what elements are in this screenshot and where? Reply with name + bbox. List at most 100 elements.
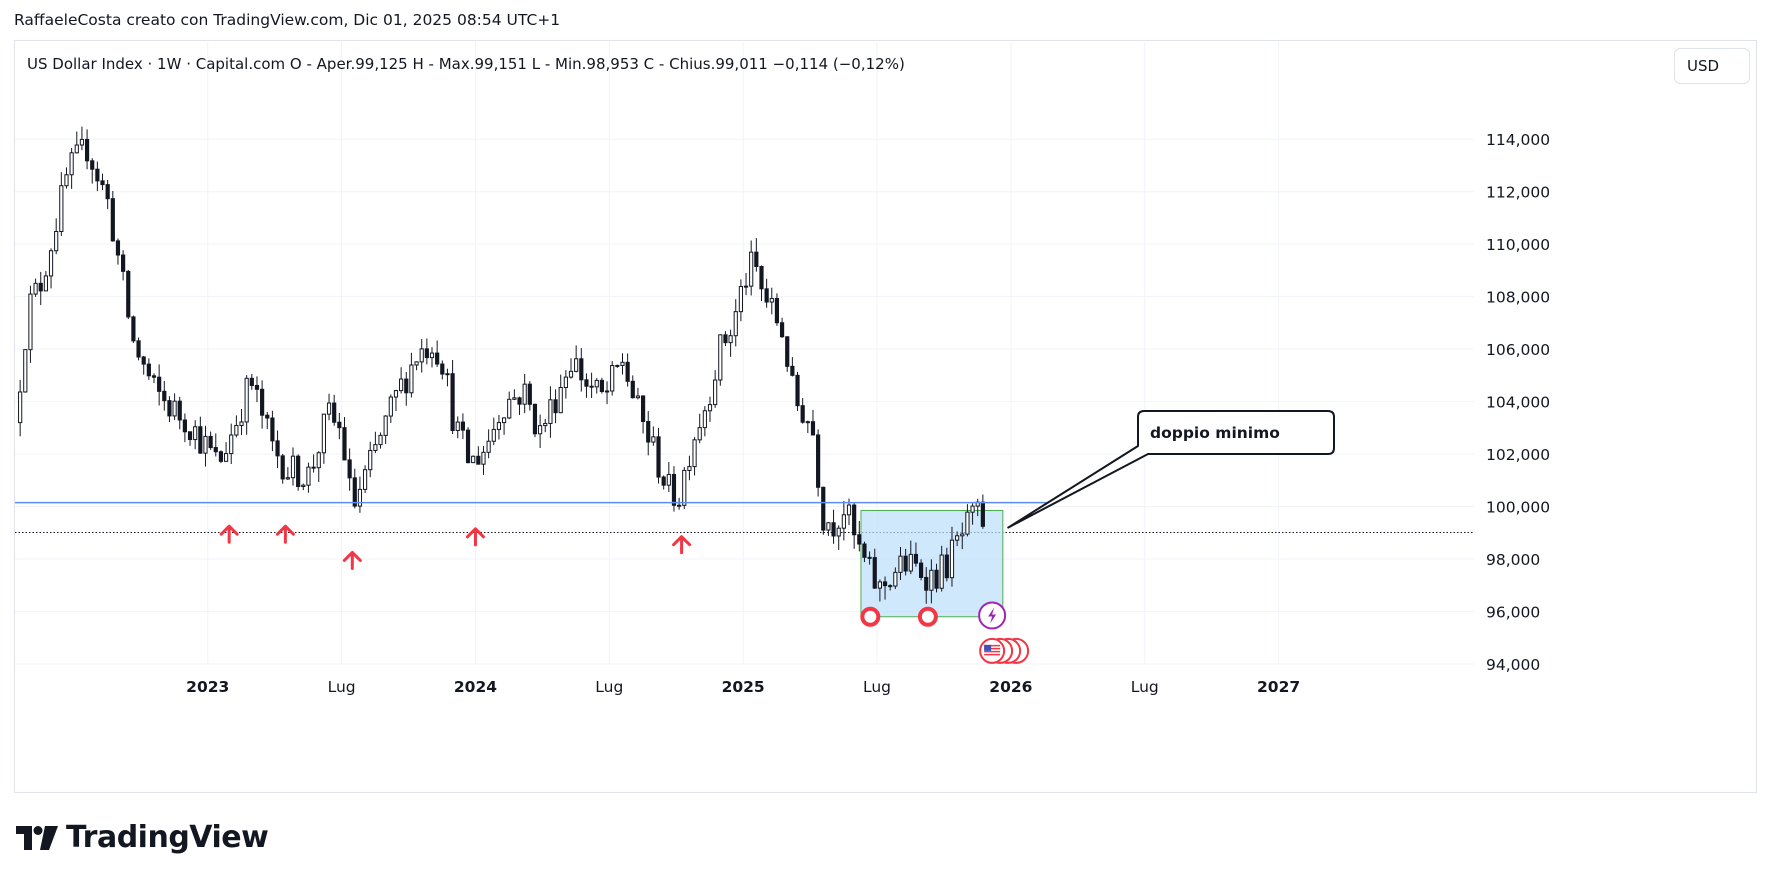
candle-down <box>831 509 836 544</box>
candle-body <box>229 434 234 455</box>
candle-body <box>625 361 630 382</box>
candle-body <box>749 251 754 287</box>
candle-up <box>378 432 383 449</box>
candle-down <box>646 411 651 456</box>
callout-bubble[interactable] <box>1007 410 1335 529</box>
candle-down <box>821 486 826 535</box>
time-axis[interactable]: 2023 Lug 2024 Lug 2025 Lug 2026 Lug 2027 <box>186 678 1300 696</box>
candle-up <box>471 455 476 464</box>
candle-body <box>465 429 471 464</box>
candle-down <box>980 494 985 529</box>
candle-body <box>558 387 563 414</box>
candle-body <box>393 390 399 398</box>
candle-body <box>131 316 136 342</box>
candle-down <box>779 317 785 338</box>
candle-up <box>491 417 496 446</box>
candle-down <box>260 380 265 429</box>
currency-button[interactable]: USD <box>1674 48 1750 84</box>
candle-body <box>455 421 460 431</box>
price-axis[interactable]: 94,000 96,000 98,000 100,000 102,000 104,000 1… <box>1486 131 1550 674</box>
event-markers[interactable] <box>978 601 1030 664</box>
candle-up <box>939 545 944 592</box>
candle-body <box>594 379 599 388</box>
candle-body <box>368 449 373 471</box>
candle-up <box>23 349 28 393</box>
candle-body <box>980 501 985 527</box>
candlestick-series <box>18 126 985 604</box>
candle-body <box>18 391 23 424</box>
candle-body <box>630 380 635 399</box>
candle-up <box>538 414 543 448</box>
candle-up <box>826 522 831 536</box>
candle-body <box>584 379 589 387</box>
candle-body <box>419 348 424 363</box>
candle-up <box>692 436 697 476</box>
candle-up <box>651 426 656 446</box>
candle-body <box>661 476 666 486</box>
candle-body <box>651 436 656 443</box>
candle-down <box>903 548 908 576</box>
candle-up <box>357 476 363 513</box>
time-tick-label: Lug <box>595 678 623 696</box>
double-bottom-markers <box>860 606 938 627</box>
up-arrow-icon <box>465 527 485 547</box>
candle-body <box>877 581 882 589</box>
candle-body <box>666 473 671 486</box>
candle-body <box>69 152 74 176</box>
candle-up <box>18 379 23 437</box>
candle-down <box>254 376 260 403</box>
flag-stripe <box>984 647 1001 650</box>
candle-body <box>970 505 975 513</box>
candle-up <box>316 451 321 482</box>
candle-down <box>800 398 805 424</box>
candle-body <box>888 585 893 588</box>
price-tick-label: 104,000 <box>1486 394 1550 412</box>
candle-down <box>862 541 867 563</box>
time-tick-label: 2027 <box>1257 678 1300 696</box>
candle-body <box>939 554 944 589</box>
candle-up <box>43 271 48 292</box>
candle-body <box>610 365 615 392</box>
callout-annotation[interactable]: doppio minimo <box>1007 410 1335 529</box>
candle-body <box>157 376 162 392</box>
candle-body <box>213 447 218 453</box>
candle-down <box>934 563 939 593</box>
candle-down <box>424 338 429 365</box>
candle-body <box>713 379 718 406</box>
candle-up <box>486 429 491 459</box>
candle-down <box>517 396 522 415</box>
candle-down <box>589 372 594 399</box>
candle-body <box>59 185 64 232</box>
candle-body <box>924 576 929 591</box>
candle-down <box>872 548 877 589</box>
up-arrow-icon <box>275 524 295 544</box>
candle-down <box>332 394 337 426</box>
candle-body <box>285 477 290 480</box>
candle-body <box>867 556 872 559</box>
candle-body <box>43 275 48 292</box>
candle-body <box>399 378 404 392</box>
candle-body <box>548 399 553 424</box>
candle-body <box>604 390 610 393</box>
symbol-legend[interactable]: US Dollar Index · 1W · Capital.com O - A… <box>27 55 905 73</box>
price-tick-label: 100,000 <box>1486 499 1550 517</box>
candle-body <box>265 414 270 419</box>
candle-down <box>187 431 193 446</box>
bottom-marker-icon <box>917 606 938 627</box>
candle-up <box>594 378 599 394</box>
candle-up <box>713 370 718 408</box>
candle-up <box>223 442 229 462</box>
candle-down <box>584 373 589 398</box>
candle-body <box>203 435 208 454</box>
candle-down <box>136 337 141 361</box>
candle-body <box>785 336 790 367</box>
candle-up <box>321 413 326 464</box>
candle-body <box>460 421 465 431</box>
candle-body <box>563 376 568 389</box>
candle-body <box>728 335 733 344</box>
candle-body <box>275 440 280 457</box>
candle-body <box>48 250 54 277</box>
candle-up <box>702 406 707 437</box>
candle-up <box>239 408 244 436</box>
